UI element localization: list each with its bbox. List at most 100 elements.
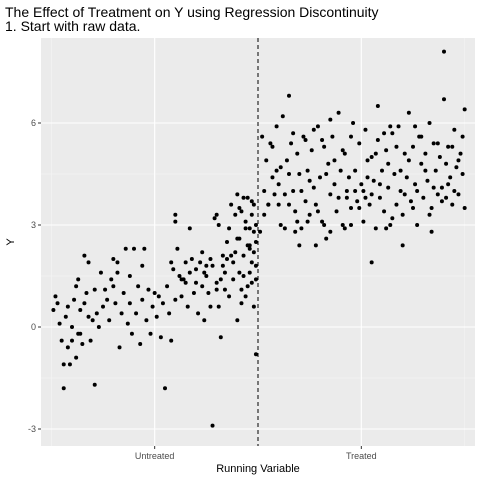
treated-point (373, 226, 378, 231)
untreated-point (225, 257, 229, 261)
x-axis-label: Running Variable (216, 463, 300, 475)
untreated-point (86, 260, 91, 265)
untreated-point (173, 219, 178, 224)
treated-point (390, 131, 395, 136)
treated-point (282, 226, 287, 231)
treated-point (413, 124, 418, 129)
untreated-point (127, 301, 132, 306)
treated-point (400, 212, 405, 217)
treated-point (365, 158, 370, 163)
treated-point (425, 178, 430, 183)
untreated-point (222, 270, 227, 275)
treated-point (406, 110, 411, 115)
untreated-point (179, 277, 184, 282)
treated-point (278, 223, 283, 227)
untreated-point (249, 212, 254, 217)
treated-point (338, 168, 343, 173)
treated-point (346, 175, 351, 180)
treated-point (287, 172, 291, 176)
treated-point (280, 114, 285, 119)
untreated-point (117, 345, 122, 350)
treated-point (462, 107, 467, 112)
treated-point (342, 226, 347, 231)
untreated-point (185, 304, 190, 309)
untreated-point (243, 219, 248, 224)
untreated-point (76, 277, 81, 282)
treated-point (398, 189, 403, 193)
treated-point (357, 141, 362, 146)
untreated-point (160, 301, 165, 306)
treated-point (454, 165, 459, 170)
untreated-point (129, 331, 134, 336)
untreated-point (253, 263, 258, 268)
treated-point (260, 134, 265, 139)
treated-point (276, 182, 281, 187)
untreated-point (251, 202, 256, 207)
treated-point (295, 151, 300, 156)
treated-point (359, 182, 364, 187)
treated-point (278, 165, 283, 170)
treated-point (435, 141, 440, 146)
untreated-point (82, 301, 87, 306)
treated-point (303, 138, 308, 142)
untreated-point (136, 284, 141, 289)
untreated-point (115, 270, 120, 275)
untreated-point (204, 274, 209, 278)
untreated-point (189, 257, 194, 261)
treated-point (274, 124, 279, 129)
treated-point (369, 155, 374, 159)
untreated-point (243, 226, 248, 231)
treated-point (423, 168, 428, 173)
untreated-point (84, 291, 89, 295)
untreated-point (65, 345, 70, 350)
untreated-point (154, 314, 159, 319)
treated-point (289, 141, 294, 146)
untreated-point (187, 270, 192, 275)
treated-point (439, 185, 444, 190)
untreated-point (202, 318, 207, 323)
treated-point (270, 144, 275, 149)
treated-point (442, 49, 446, 54)
untreated-point (140, 263, 145, 268)
treated-point (309, 148, 314, 153)
untreated-point (76, 331, 81, 336)
untreated-point (72, 297, 77, 302)
untreated-point (127, 274, 132, 278)
scatter-points (51, 49, 467, 428)
untreated-point (183, 260, 188, 265)
untreated-point (61, 386, 66, 391)
untreated-point (92, 382, 97, 387)
chart-subtitle: 1. Start with raw data. (5, 18, 140, 34)
treated-point (282, 192, 287, 197)
treated-point (295, 219, 300, 224)
treated-point (444, 195, 449, 200)
treated-point (450, 144, 455, 149)
untreated-point (235, 192, 240, 197)
untreated-point (253, 352, 258, 357)
untreated-point (70, 338, 74, 343)
treated-point (293, 229, 298, 234)
untreated-point (138, 342, 143, 346)
treated-point (313, 243, 318, 248)
treated-point (408, 199, 413, 204)
chart-title: The Effect of Treatment on Y using Regre… (5, 4, 379, 20)
treated-point (392, 172, 397, 176)
untreated-point (109, 277, 114, 282)
treated-point (313, 202, 318, 207)
untreated-point (107, 318, 112, 323)
untreated-point (239, 287, 244, 292)
treated-point (446, 182, 451, 187)
untreated-point (214, 280, 219, 285)
untreated-point (70, 325, 74, 329)
treated-point (439, 199, 444, 204)
treated-point (423, 151, 428, 156)
treated-point (318, 175, 322, 180)
treated-point (353, 168, 358, 173)
treated-point (390, 216, 395, 221)
treated-point (386, 185, 391, 190)
untreated-point (78, 308, 83, 312)
treated-point (328, 117, 333, 122)
treated-point (299, 226, 304, 231)
treated-point (272, 192, 277, 197)
untreated-point (212, 216, 217, 221)
